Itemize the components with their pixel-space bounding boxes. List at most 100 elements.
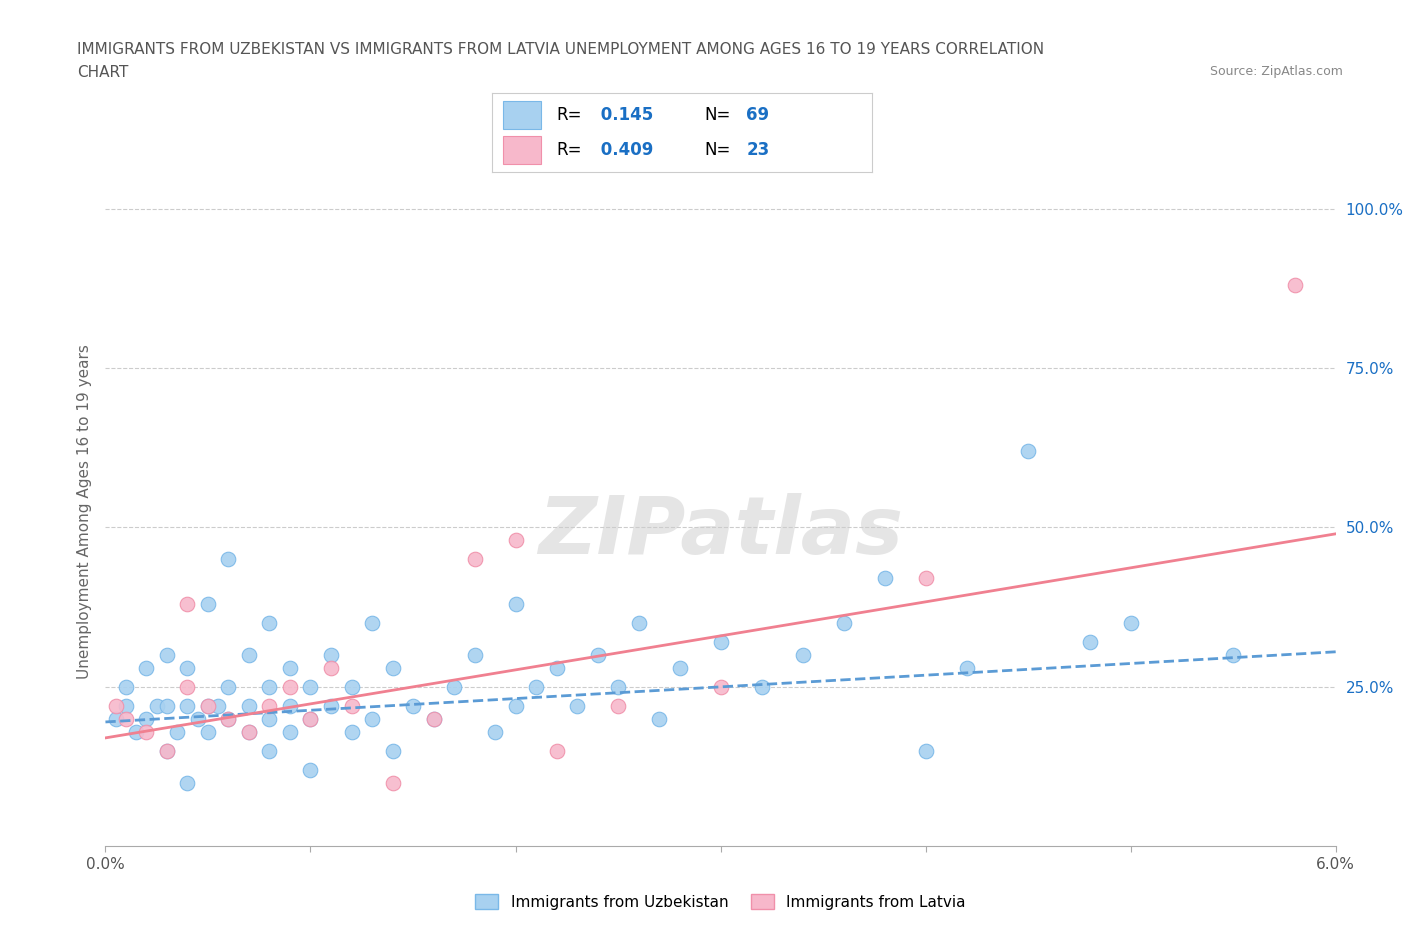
Point (238, 698, 260, 713)
Text: R=: R= (557, 106, 582, 124)
Point (299, 711, 322, 726)
Point (156, 743, 179, 758)
Point (299, 680, 322, 695)
Point (546, 743, 568, 758)
Point (340, 680, 363, 695)
Point (278, 660, 301, 675)
Point (586, 647, 609, 662)
Text: 0.409: 0.409 (595, 141, 652, 159)
Point (218, 711, 240, 726)
Point (278, 698, 301, 713)
Point (422, 711, 444, 726)
Text: R=: R= (557, 141, 582, 159)
Point (1222, 647, 1244, 662)
Point (956, 660, 979, 675)
Text: 0.145: 0.145 (595, 106, 652, 124)
Point (668, 660, 690, 675)
Point (135, 660, 157, 675)
Legend: Immigrants from Uzbekistan, Immigrants from Latvia: Immigrants from Uzbekistan, Immigrants f… (470, 887, 972, 916)
Text: IMMIGRANTS FROM UZBEKISTAN VS IMMIGRANTS FROM LATVIA UNEMPLOYMENT AMONG AGES 16 : IMMIGRANTS FROM UZBEKISTAN VS IMMIGRANTS… (77, 42, 1045, 57)
Point (156, 743, 179, 758)
Point (361, 616, 384, 631)
Point (443, 680, 465, 695)
Point (135, 724, 157, 739)
Point (176, 660, 198, 675)
Point (238, 647, 260, 662)
Point (340, 698, 363, 713)
Point (115, 711, 138, 726)
Point (422, 711, 444, 726)
Point (710, 635, 733, 650)
Point (832, 616, 855, 631)
Point (484, 724, 506, 739)
Point (607, 698, 630, 713)
Point (1284, 278, 1306, 293)
Point (259, 711, 281, 726)
Point (607, 680, 630, 695)
Point (197, 698, 219, 713)
FancyBboxPatch shape (503, 137, 541, 165)
Point (176, 680, 198, 695)
Point (259, 616, 281, 631)
Point (381, 775, 404, 790)
Point (873, 571, 896, 586)
Y-axis label: Unemployment Among Ages 16 to 19 years: Unemployment Among Ages 16 to 19 years (76, 344, 91, 679)
Point (627, 616, 650, 631)
Point (259, 680, 281, 695)
Point (914, 571, 936, 586)
Point (115, 698, 138, 713)
Point (751, 680, 773, 695)
Point (197, 596, 219, 611)
Point (238, 724, 260, 739)
Point (115, 680, 138, 695)
Point (1078, 635, 1101, 650)
Text: ZIPatlas: ZIPatlas (538, 493, 903, 571)
Point (464, 647, 486, 662)
Point (648, 711, 671, 726)
Point (340, 724, 363, 739)
Point (524, 680, 547, 695)
Point (278, 680, 301, 695)
Point (381, 743, 404, 758)
Point (505, 596, 527, 611)
Point (710, 680, 733, 695)
Point (166, 724, 188, 739)
Point (176, 698, 198, 713)
Text: 69: 69 (747, 106, 769, 124)
Text: N=: N= (704, 106, 731, 124)
Point (218, 680, 240, 695)
Point (278, 724, 301, 739)
Point (299, 763, 322, 777)
Point (1119, 616, 1142, 631)
Point (319, 647, 342, 662)
Text: CHART: CHART (77, 65, 129, 80)
Point (145, 698, 167, 713)
Point (565, 698, 588, 713)
Point (187, 711, 209, 726)
Point (197, 724, 219, 739)
Point (464, 551, 486, 566)
Point (402, 698, 425, 713)
Point (176, 596, 198, 611)
Point (1017, 444, 1039, 458)
FancyBboxPatch shape (503, 101, 541, 128)
Point (361, 711, 384, 726)
Point (238, 724, 260, 739)
Point (259, 698, 281, 713)
Point (156, 698, 179, 713)
Point (259, 743, 281, 758)
Point (319, 660, 342, 675)
Point (792, 647, 814, 662)
Point (546, 660, 568, 675)
Point (914, 743, 936, 758)
Point (505, 533, 527, 548)
Point (104, 698, 127, 713)
Point (135, 711, 157, 726)
Point (505, 698, 527, 713)
Text: Source: ZipAtlas.com: Source: ZipAtlas.com (1209, 65, 1343, 78)
Point (218, 711, 240, 726)
Point (197, 698, 219, 713)
Point (218, 551, 240, 566)
Point (104, 711, 127, 726)
Point (156, 647, 179, 662)
